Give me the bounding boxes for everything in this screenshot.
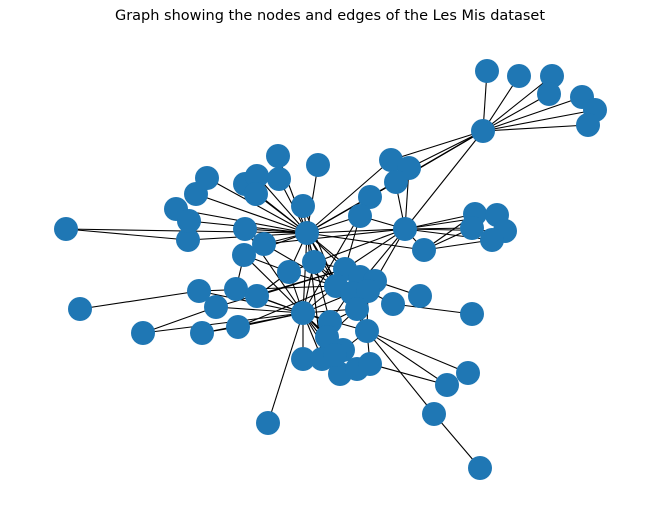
- graph-node: [379, 148, 403, 172]
- graph-edge: [482, 124, 589, 132]
- graph-node: [195, 166, 219, 190]
- graph-node: [177, 209, 201, 233]
- graph-node: [358, 185, 382, 209]
- graph-edge: [256, 268, 346, 297]
- graph-node: [68, 297, 92, 321]
- graph-node: [291, 301, 315, 325]
- graph-edge: [195, 193, 308, 234]
- graph-edge: [366, 330, 448, 386]
- graph-node: [295, 221, 319, 245]
- graph-edge: [408, 130, 484, 169]
- graph-edge: [392, 303, 473, 315]
- graph-edge: [482, 75, 553, 132]
- graph-node: [267, 167, 291, 191]
- graph-node: [224, 277, 248, 301]
- graph-node: [252, 232, 276, 256]
- graph-node: [131, 321, 155, 345]
- graph-edge: [79, 290, 200, 310]
- graph-edge: [404, 130, 484, 230]
- graph-edge: [482, 96, 583, 132]
- graph-edge: [302, 232, 308, 314]
- graph-node: [412, 238, 436, 262]
- graph-node: [244, 182, 268, 206]
- graph-edge: [390, 130, 484, 161]
- graph-node: [266, 144, 290, 168]
- graph-node: [355, 319, 379, 343]
- graph-edge: [482, 109, 596, 132]
- graph-node: [422, 402, 446, 426]
- node-layer: [54, 59, 607, 480]
- graph-node: [176, 228, 200, 252]
- graph-edge: [237, 285, 337, 328]
- graph-edge: [306, 232, 425, 251]
- graph-edge: [263, 243, 337, 287]
- graph-edge: [65, 228, 189, 241]
- graph-node: [384, 170, 408, 194]
- graph-node: [277, 260, 301, 284]
- graph-edge: [369, 363, 448, 386]
- graph-node: [507, 64, 531, 88]
- graph-node: [204, 295, 228, 319]
- graph-node: [408, 284, 432, 308]
- graph-node: [226, 315, 250, 339]
- graph-node: [460, 216, 484, 240]
- edge-layer: [65, 70, 596, 469]
- graph-node: [256, 411, 280, 435]
- graph-edge: [306, 196, 371, 234]
- graph-edge: [482, 93, 550, 132]
- graph-edge: [366, 330, 469, 374]
- graph-node: [480, 228, 504, 252]
- graph-node: [315, 325, 339, 349]
- graph-node: [306, 153, 330, 177]
- graph-node: [358, 352, 382, 376]
- graph-node: [393, 217, 417, 241]
- graph-edge: [306, 159, 392, 234]
- graph-node: [323, 343, 347, 367]
- graph-node: [381, 292, 405, 316]
- graph-edge: [344, 228, 406, 270]
- graph-node: [345, 297, 369, 321]
- graph-node: [233, 217, 257, 241]
- graph-edge: [256, 175, 308, 234]
- graph-edge: [267, 312, 304, 424]
- graph-edge: [215, 306, 304, 314]
- graph-node: [471, 119, 495, 143]
- graph-node: [456, 361, 480, 385]
- graph-node: [291, 347, 315, 371]
- graph-node: [348, 204, 372, 228]
- graph-edge: [302, 205, 337, 287]
- graph-edge: [142, 312, 304, 334]
- graph-node: [245, 164, 269, 188]
- graph-node: [576, 113, 600, 137]
- graph-node: [435, 373, 459, 397]
- figure-title: Graph showing the nodes and edges of the…: [114, 8, 546, 24]
- graph-node: [302, 250, 326, 274]
- graph-node: [460, 302, 484, 326]
- graph-node: [537, 82, 561, 106]
- graph-node: [540, 64, 564, 88]
- graph-node: [187, 279, 211, 303]
- graph-node: [356, 279, 380, 303]
- graph-edge: [142, 306, 217, 334]
- graph-edge: [263, 228, 406, 245]
- graph-node: [54, 217, 78, 241]
- graph-node: [468, 456, 492, 480]
- graph-node: [291, 194, 315, 218]
- graph-node: [475, 59, 499, 83]
- graph-node: [232, 243, 256, 267]
- graph-node: [190, 321, 214, 345]
- graph-node: [245, 284, 269, 308]
